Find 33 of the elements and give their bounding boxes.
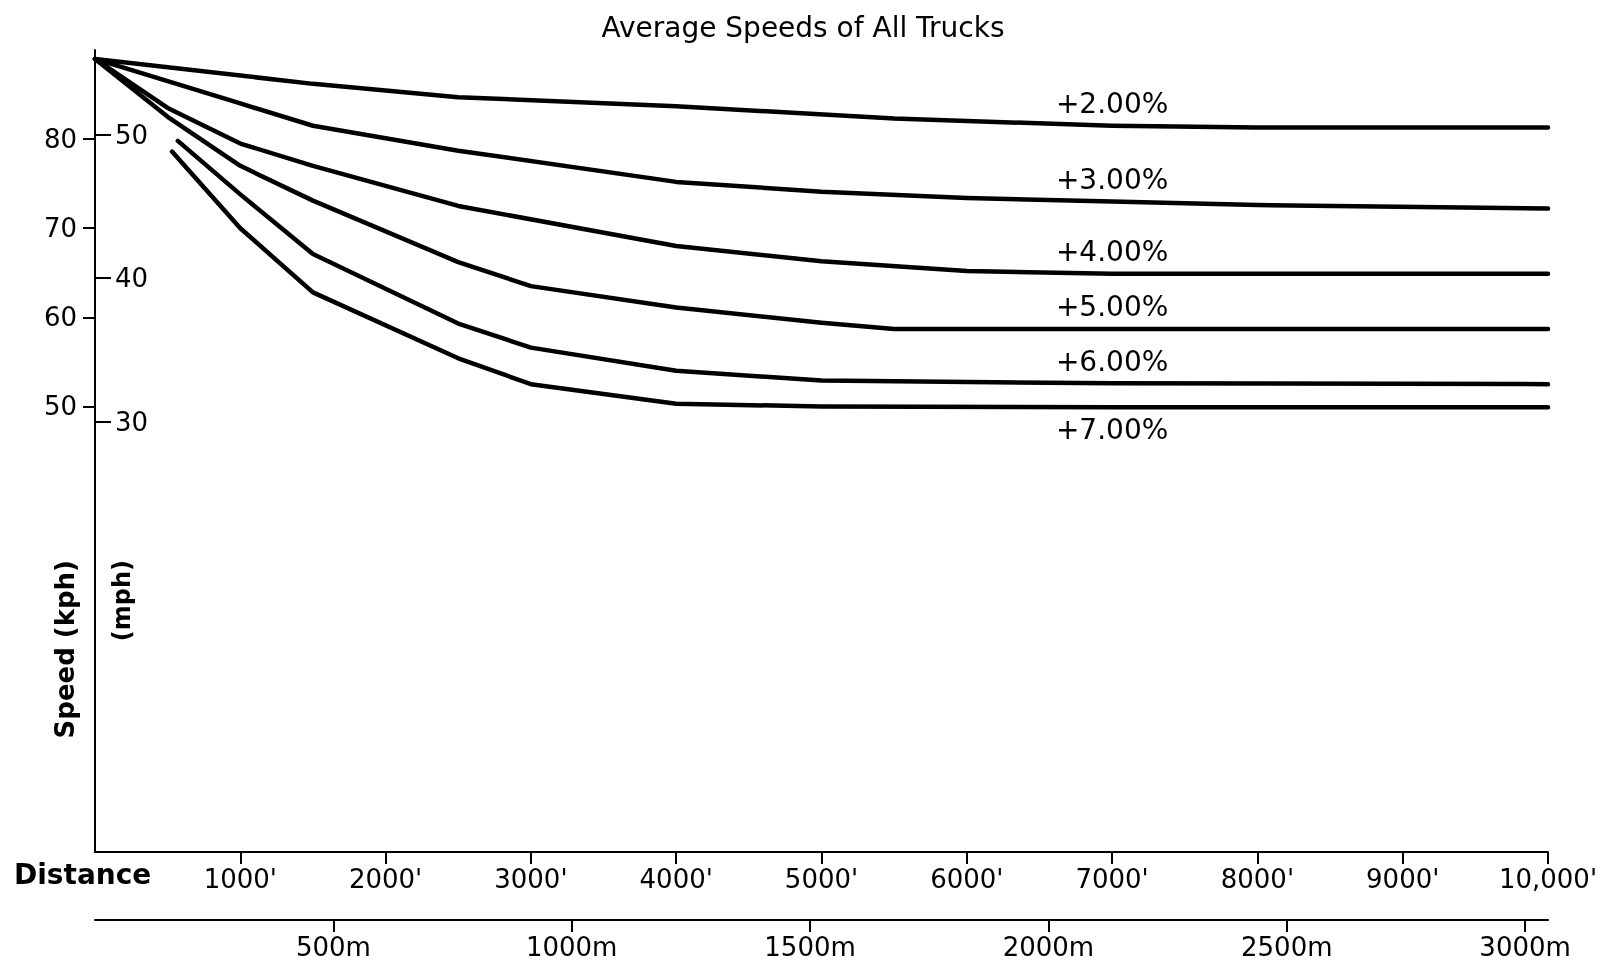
x2-tick-label: 1000m (525, 932, 618, 962)
y-tick-label: 80 (43, 124, 77, 155)
x-tick-label: 10,000' (1498, 864, 1598, 894)
x-tick-label: 8000' (1220, 864, 1295, 894)
x-tick-label: 7000' (1075, 864, 1149, 894)
x-tick-label: 3000' (494, 864, 568, 894)
x2-tick-label: 1500m (764, 932, 856, 962)
y2-tick-label: 40 (115, 263, 149, 294)
y2-tick-label: 50 (115, 119, 149, 150)
x-axis-title: Distance (14, 857, 152, 891)
series-label: +4.00% (1055, 235, 1169, 269)
series-label: +2.00% (1055, 87, 1169, 121)
x-tick-label: 5000' (784, 864, 859, 894)
y-axis-title: Speed (kph) (50, 559, 80, 739)
series-label: +3.00% (1055, 162, 1169, 196)
x2-tick-label: 2500m (1241, 932, 1333, 962)
x2-tick-label: 3000m (1479, 932, 1571, 962)
x-tick-label: 6000' (930, 864, 1004, 894)
x-tick-label: 2000' (348, 864, 423, 894)
x-tick-label: 1000' (203, 864, 277, 894)
y-tick-label: 60 (43, 302, 77, 333)
series-label: +6.00% (1055, 344, 1169, 378)
x-tick-label: 9000' (1366, 864, 1440, 894)
series-label: +5.00% (1055, 290, 1169, 324)
x2-tick-label: 2000m (1002, 932, 1095, 962)
x-tick-label: 4000' (639, 864, 713, 894)
y-tick-label: 70 (43, 213, 77, 244)
y2-axis-title: (mph) (108, 559, 136, 642)
series-label: +7.00% (1055, 412, 1169, 446)
x2-tick-label: 500m (295, 932, 371, 962)
chart-title: Average Speeds of All Trucks (601, 10, 1005, 44)
y-tick-label: 50 (43, 391, 77, 422)
y2-tick-label: 30 (115, 406, 149, 437)
